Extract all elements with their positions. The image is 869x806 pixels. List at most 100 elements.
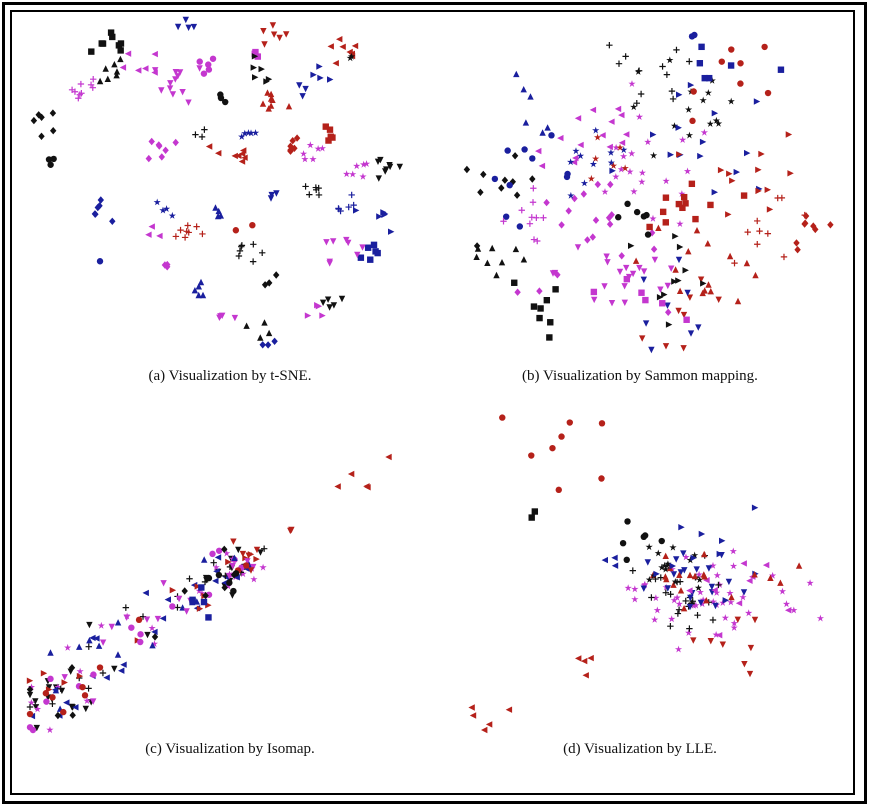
point-a-black-triangle-down	[319, 299, 327, 306]
point-b-blue-square	[705, 74, 713, 82]
point-b-red-triangle-right	[755, 187, 762, 195]
point-b-blue-square	[701, 74, 708, 82]
point-b-red-plus	[764, 230, 772, 237]
point-a-magenta-triangle-down	[219, 312, 226, 319]
point-a-black-plus	[249, 258, 257, 265]
point-b-red-circle	[690, 88, 697, 95]
point-a-red-triangle-down	[276, 34, 283, 42]
point-b-magenta-star	[628, 149, 636, 157]
point-b-blue-circle	[491, 175, 499, 183]
point-a-blue-plus	[337, 207, 344, 215]
point-a-red-triangle-left	[238, 158, 246, 165]
point-a-red-triangle-left	[327, 43, 334, 50]
point-a-magenta-square	[252, 48, 259, 56]
point-c-red-circle	[79, 683, 86, 691]
point-a-blue-star	[159, 206, 167, 214]
point-a-blue-star	[251, 129, 260, 136]
point-a-red-square	[327, 133, 334, 140]
point-a-red-triangle-up	[265, 105, 272, 112]
point-b-blue-star	[607, 159, 615, 166]
point-c-blue-triangle-left	[151, 628, 158, 636]
point-d-magenta-star	[631, 595, 639, 603]
point-c-blue-triangle-up	[149, 642, 156, 649]
point-d-black-circle	[624, 518, 631, 525]
point-a-magenta-triangle-down	[323, 239, 330, 246]
point-a-red-triangle-down	[270, 31, 278, 38]
point-b-blue-triangle-right	[675, 124, 682, 131]
point-a-blue-triangle-down	[296, 82, 303, 89]
point-b-black-triangle-right	[675, 277, 682, 284]
point-d-magenta-star	[673, 593, 681, 601]
point-a-magenta-triangle-down	[343, 236, 350, 244]
point-c-magenta-circle	[137, 631, 144, 638]
point-b-magenta-triangle-down	[549, 270, 557, 277]
point-c-magenta-star	[64, 643, 72, 651]
point-b-black-triangle-right	[700, 280, 707, 287]
point-d-blue-triangle-down	[673, 556, 680, 563]
point-a-black-plus	[306, 191, 313, 198]
point-b-blue-square	[696, 60, 704, 67]
point-b-magenta-star	[678, 190, 686, 197]
point-d-magenta-star	[709, 598, 717, 605]
point-c-red-triangle-down	[247, 567, 255, 574]
point-b-black-star	[685, 131, 694, 139]
point-a-magenta-diamond	[145, 154, 152, 163]
point-b-black-diamond	[529, 175, 536, 183]
point-d-magenta-star	[674, 645, 683, 653]
point-b-red-plus	[778, 194, 786, 202]
point-b-magenta-diamond	[592, 216, 600, 224]
point-b-black-triangle-up	[520, 256, 528, 263]
point-a-black-plus	[201, 126, 208, 133]
point-c-magenta-circle	[209, 550, 216, 558]
point-c-black-triangle-down	[33, 724, 40, 732]
point-b-black-triangle-up	[489, 244, 496, 252]
point-a-black-star	[346, 54, 354, 62]
point-b-red-plus	[731, 259, 738, 267]
point-b-blue-triangle-right	[609, 167, 616, 174]
point-b-red-triangle-up	[685, 248, 692, 255]
point-d-red-triangle-left	[587, 654, 594, 662]
point-d-red-triangle-up	[751, 571, 758, 578]
point-a-black-plus	[235, 252, 243, 260]
point-b-magenta-plus	[540, 214, 547, 221]
point-a-red-plus	[193, 223, 200, 230]
point-b-magenta-star	[700, 128, 708, 136]
point-b-magenta-triangle-down	[651, 256, 659, 264]
point-a-magenta-star	[343, 170, 351, 178]
point-a-red-triangle-left	[332, 60, 339, 67]
point-d-magenta-triangle-left	[735, 600, 743, 607]
point-c-red-triangle-right	[225, 558, 232, 566]
point-a-black-triangle-down	[324, 296, 332, 303]
point-a-red-square	[322, 123, 329, 130]
point-b-magenta-triangle-down	[603, 253, 610, 260]
point-d-red-circle	[549, 444, 556, 452]
point-a-magenta-triangle-down	[158, 87, 165, 94]
point-a-magenta-triangle-down	[172, 69, 179, 76]
point-a-magenta-circle	[205, 61, 212, 68]
point-b-magenta-plus	[526, 220, 534, 227]
point-b-blue-triangle-down	[640, 276, 647, 283]
point-b-black-star	[630, 103, 638, 111]
point-a-red-triangle-up	[264, 89, 271, 96]
point-a-black-triangle-up	[117, 55, 124, 63]
point-b-magenta-star	[638, 178, 646, 185]
point-c-magenta-star	[212, 563, 220, 571]
point-d-red-triangle-up	[663, 575, 670, 583]
point-d-magenta-star	[778, 587, 787, 595]
point-a-red-triangle-down	[283, 31, 290, 38]
point-b-red-circle	[737, 60, 744, 67]
point-b-magenta-diamond	[571, 194, 578, 203]
point-b-magenta-star	[676, 220, 684, 227]
point-a-blue-triangle-right	[388, 228, 395, 235]
point-a-black-triangle-down	[386, 163, 394, 171]
point-b-red-square	[692, 215, 699, 223]
point-b-red-triangle-up	[726, 252, 734, 260]
point-a-blue-triangle-down	[299, 93, 306, 100]
point-b-black-plus	[633, 100, 640, 107]
point-c-black-diamond	[26, 685, 34, 694]
point-d-blue-triangle-left	[611, 554, 618, 561]
point-c-blue-triangle-left	[142, 589, 149, 597]
point-d-black-star	[696, 576, 704, 583]
point-b-red-diamond	[801, 220, 808, 228]
point-b-red-triangle-up	[632, 257, 640, 264]
